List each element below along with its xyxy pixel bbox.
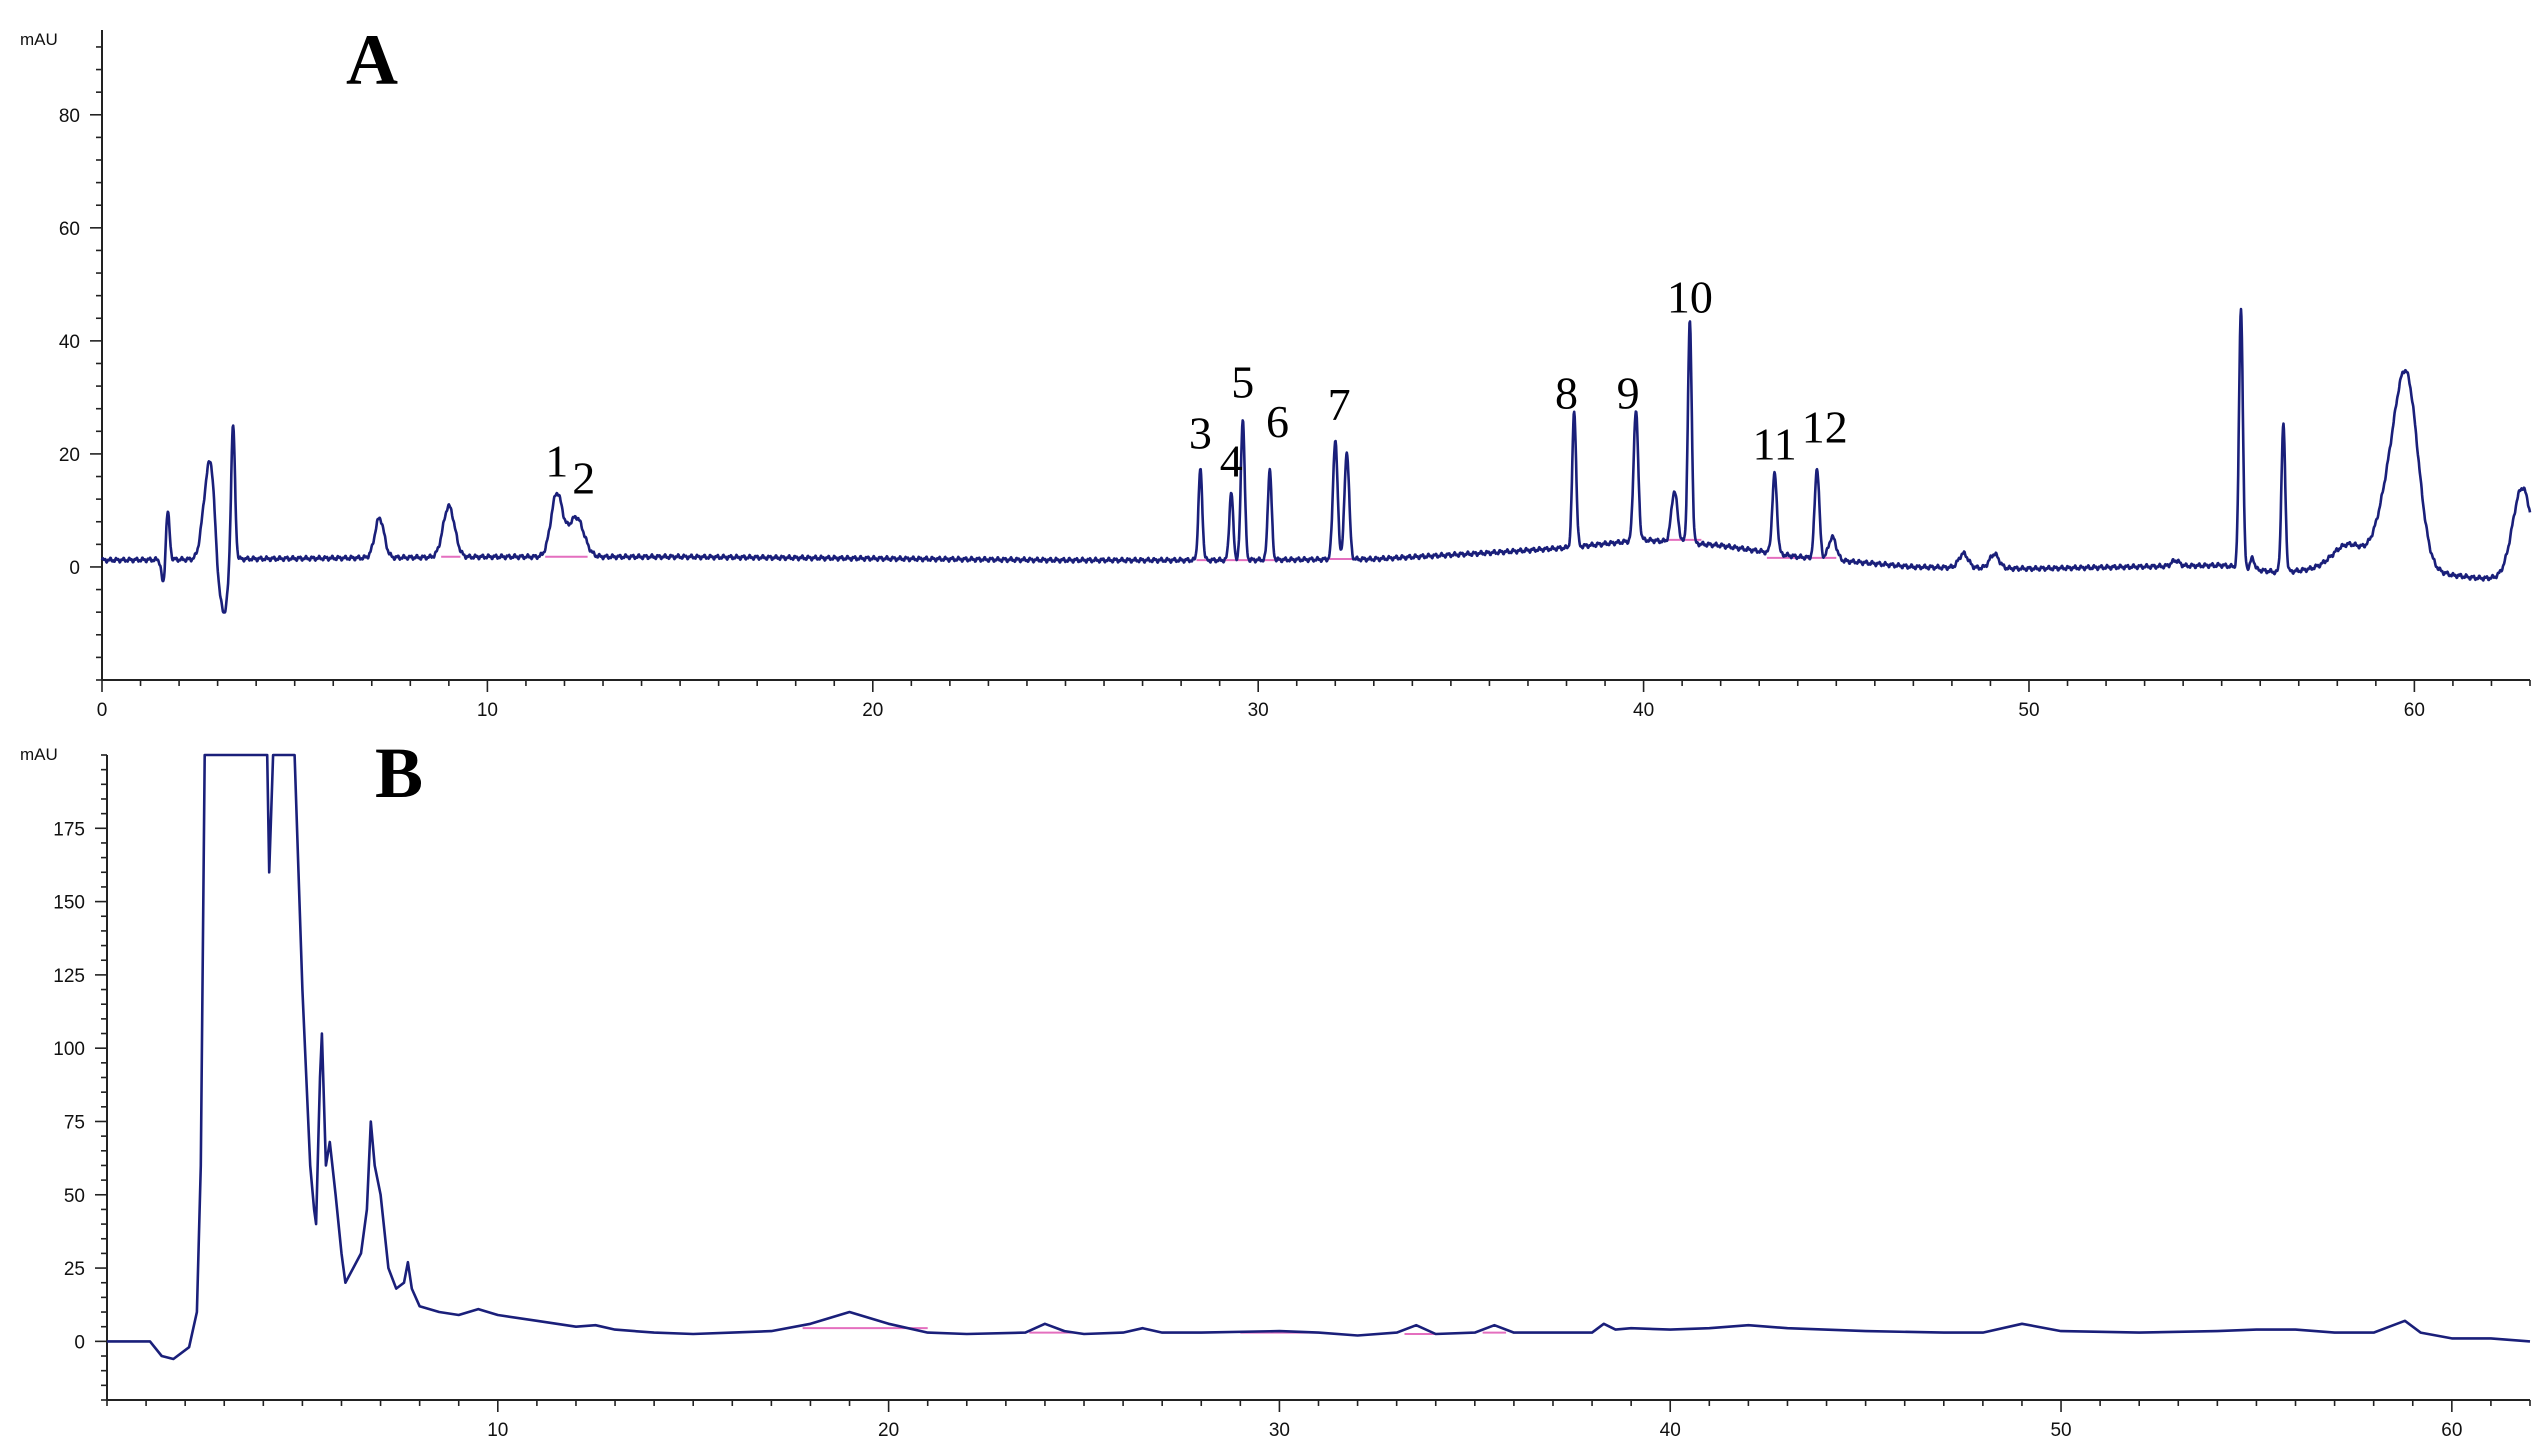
panel-b-x-tick-label: 30 (1269, 1420, 1290, 1441)
panel-a-letter: A (346, 20, 398, 100)
panel-a-x-tick-label: 10 (477, 700, 498, 721)
peak-label: 9 (1617, 368, 1640, 419)
panel-a-chromatogram-trace (100, 307, 2532, 614)
panel-a-y-tick-label: 0 (69, 558, 80, 579)
panel-b-chromatogram-trace (107, 753, 2531, 1361)
panel-a-x-tick-label: 20 (862, 700, 883, 721)
panel-a-x-tick-label: 40 (1633, 700, 1654, 721)
panel-b-x-tick-label: 10 (487, 1420, 508, 1441)
panel-a-y-tick-label: 20 (59, 445, 80, 466)
peak-label: 10 (1667, 272, 1713, 323)
panel-a-x-tick-label: 60 (2404, 700, 2425, 721)
panel-a-y-unit: mAU (20, 30, 58, 49)
peak-label: 7 (1328, 379, 1351, 430)
panel-b-letter: B (375, 733, 423, 813)
panel-b: B mAU 10 20 30 40 50 60 0 25 50 75 100 125 150 175 (20, 733, 2531, 1441)
panel-b-y-tick-label: 125 (53, 966, 85, 987)
peak-label: 3 (1189, 407, 1212, 458)
panel-a: A mAU 0 10 20 30 40 50 60 0 20 40 60 80 1 2 34 56 7 8 9 10… (20, 20, 2532, 721)
panel-b-x-tick-label: 50 (2050, 1420, 2071, 1441)
panel-b-x-tick-label: 60 (2441, 1420, 2462, 1441)
panel-b-y-unit: mAU (20, 745, 58, 764)
panel-a-axes: 0 10 20 30 40 50 60 0 20 40 60 80 (59, 30, 2531, 721)
panel-b-y-tick-label: 150 (53, 893, 85, 914)
panel-b-y-tick-label: 75 (64, 1112, 85, 1133)
peak-label: 1 (545, 436, 568, 487)
peak-label: 11 (1752, 419, 1796, 470)
panel-a-x-tick-label: 50 (2018, 700, 2039, 721)
panel-a-y-tick-label: 60 (59, 219, 80, 240)
peak-label: 12 (1802, 402, 1848, 453)
panel-b-axes: 10 20 30 40 50 60 0 25 50 75 100 125 150 175 (53, 754, 2531, 1441)
peak-label: 2 (572, 452, 595, 503)
panel-b-y-tick-label: 25 (64, 1259, 85, 1280)
panel-a-x-tick-label: 0 (97, 700, 108, 721)
panel-b-y-tick-label: 0 (74, 1332, 85, 1353)
panel-b-y-tick-label: 175 (53, 819, 85, 840)
panel-a-y-tick-label: 80 (59, 106, 80, 127)
panel-b-x-tick-label: 40 (1660, 1420, 1681, 1441)
panel-b-y-tick-label: 100 (53, 1039, 85, 1060)
panel-b-y-tick-label: 50 (64, 1186, 85, 1207)
peak-label: 4 (1220, 436, 1243, 487)
panel-b-x-tick-label: 20 (878, 1420, 899, 1441)
peak-label: 6 (1266, 396, 1289, 447)
panel-a-y-tick-label: 40 (59, 332, 80, 353)
peak-label: 8 (1555, 368, 1578, 419)
panel-a-x-tick-label: 30 (1248, 700, 1269, 721)
peak-label: 5 (1231, 356, 1254, 407)
